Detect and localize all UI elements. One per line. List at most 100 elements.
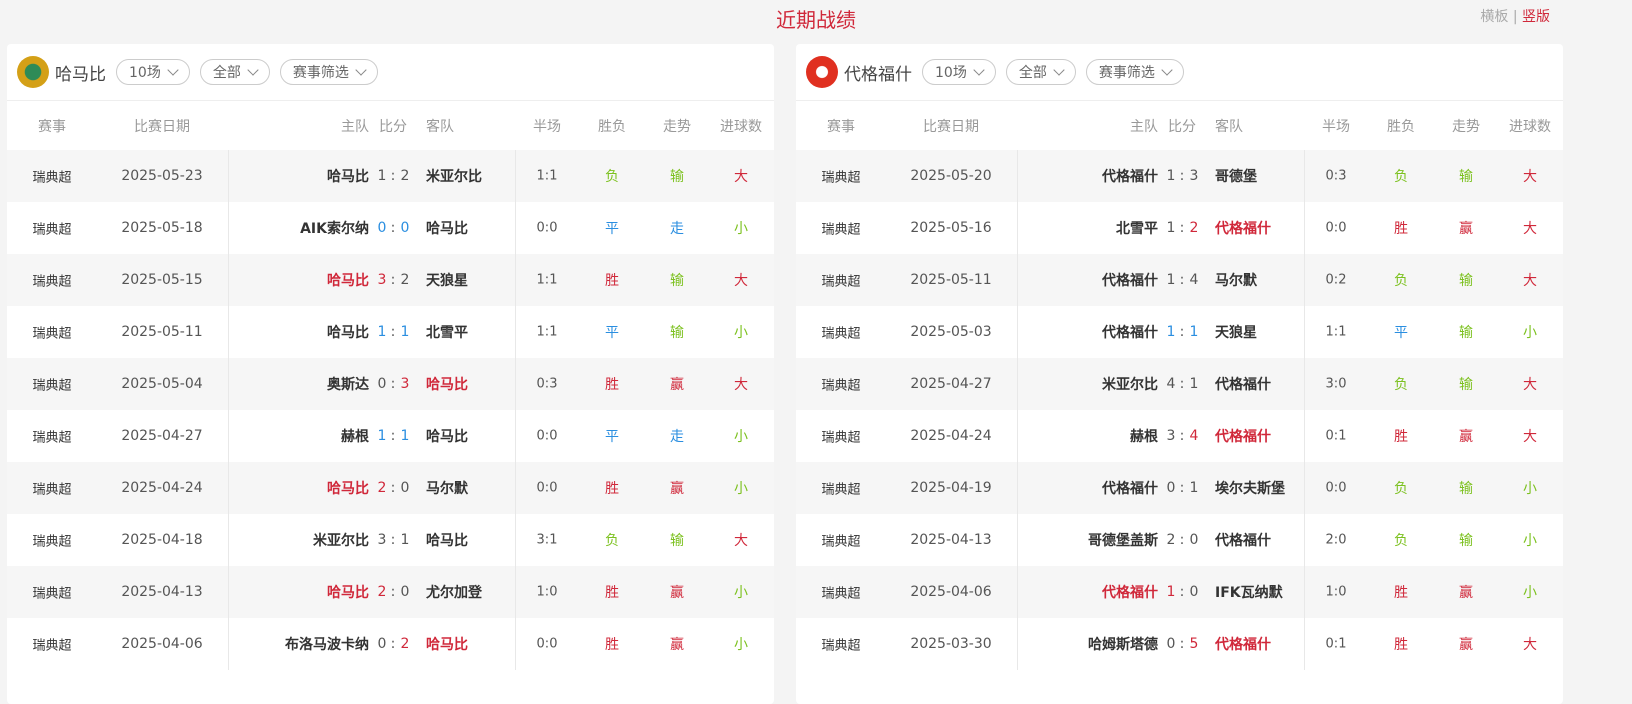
away-team[interactable]: 尤尔加登 — [426, 585, 482, 601]
match-count-dropdown[interactable]: 10场 — [922, 59, 996, 85]
score-colon: : — [390, 168, 396, 184]
match-row[interactable]: 瑞典超 2025-05-04 奥斯达 0 : 3 哈马比 0:3 胜 赢 大 — [7, 358, 774, 410]
away-team[interactable]: 天狼星 — [426, 273, 468, 289]
result-cell: 负 — [1394, 533, 1408, 549]
away-team[interactable]: 马尔默 — [426, 481, 468, 497]
away-team[interactable]: 米亚尔比 — [426, 169, 482, 185]
header-trend: 走势 — [1452, 118, 1480, 135]
match-count-dropdown[interactable]: 10场 — [116, 59, 190, 85]
date-cell: 2025-04-13 — [910, 532, 992, 548]
panel-header: 代格福什 10场 全部 赛事筛选 — [796, 44, 1563, 101]
away-team[interactable]: 哥德堡 — [1215, 169, 1257, 185]
match-row[interactable]: 瑞典超 2025-05-15 哈马比 3 : 2 天狼星 1:1 胜 输 大 — [7, 254, 774, 306]
away-team[interactable]: 天狼星 — [1215, 325, 1257, 341]
match-row[interactable]: 瑞典超 2025-04-27 米亚尔比 4 : 1 代格福什 3:0 负 输 大 — [796, 358, 1563, 410]
away-team[interactable]: 哈马比 — [426, 533, 468, 549]
home-team[interactable]: 代格福什 — [1102, 585, 1158, 601]
away-team[interactable]: 埃尔夫斯堡 — [1215, 481, 1285, 497]
match-row[interactable]: 瑞典超 2025-04-13 哈马比 2 : 0 尤尔加登 1:0 胜 赢 小 — [7, 566, 774, 618]
home-team[interactable]: 哈马比 — [327, 325, 369, 341]
match-row[interactable]: 瑞典超 2025-04-06 布洛马波卡纳 0 : 2 哈马比 0:0 胜 赢 … — [7, 618, 774, 670]
date-cell: 2025-05-18 — [121, 220, 203, 236]
away-team[interactable]: 哈马比 — [426, 429, 468, 445]
league-cell: 瑞典超 — [821, 170, 861, 186]
home-team[interactable]: 布洛马波卡纳 — [285, 637, 369, 653]
match-row[interactable]: 瑞典超 2025-04-27 赫根 1 : 1 哈马比 0:0 平 走 小 — [7, 410, 774, 462]
home-team[interactable]: AIK索尔纳 — [300, 221, 369, 237]
away-team[interactable]: 代格福什 — [1215, 533, 1271, 549]
date-cell: 2025-05-15 — [121, 272, 203, 288]
home-team[interactable]: 米亚尔比 — [1102, 377, 1158, 393]
header-goals: 进球数 — [1509, 118, 1551, 135]
match-row[interactable]: 瑞典超 2025-04-19 代格福什 0 : 1 埃尔夫斯堡 0:0 负 输 … — [796, 462, 1563, 514]
match-row[interactable]: 瑞典超 2025-05-16 北雪平 1 : 2 代格福什 0:0 胜 赢 大 — [796, 202, 1563, 254]
league-filter-dropdown[interactable]: 赛事筛选 — [279, 59, 378, 85]
match-row[interactable]: 瑞典超 2025-05-11 代格福什 1 : 4 马尔默 0:2 负 输 大 — [796, 254, 1563, 306]
scope-label: 全部 — [212, 65, 241, 81]
home-team[interactable]: 奥斯达 — [327, 377, 369, 393]
home-team[interactable]: 哥德堡盖斯 — [1088, 533, 1158, 549]
match-row[interactable]: 瑞典超 2025-04-24 赫根 3 : 4 代格福什 0:1 胜 赢 大 — [796, 410, 1563, 462]
home-score: 3 — [377, 532, 387, 548]
goals-cell: 小 — [1523, 481, 1537, 497]
home-team[interactable]: 代格福什 — [1102, 481, 1158, 497]
match-row[interactable]: 瑞典超 2025-04-18 米亚尔比 3 : 1 哈马比 3:1 负 输 大 — [7, 514, 774, 566]
home-team[interactable]: 代格福什 — [1102, 273, 1158, 289]
league-cell: 瑞典超 — [32, 170, 72, 186]
home-team[interactable]: 哈姆斯塔德 — [1088, 637, 1158, 653]
score-colon: : — [1179, 428, 1185, 444]
home-team[interactable]: 哈马比 — [327, 481, 369, 497]
half-score: 0:0 — [536, 428, 558, 444]
home-team[interactable]: 哈马比 — [327, 169, 369, 185]
match-row[interactable]: 瑞典超 2025-04-06 代格福什 1 : 0 IFK瓦纳默 1:0 胜 赢… — [796, 566, 1563, 618]
match-row[interactable]: 瑞典超 2025-05-23 哈马比 1 : 2 米亚尔比 1:1 负 输 大 — [7, 150, 774, 202]
date-cell: 2025-05-20 — [910, 168, 992, 184]
result-cell: 胜 — [1394, 429, 1408, 445]
header-date: 比赛日期 — [134, 118, 190, 135]
away-team[interactable]: 代格福什 — [1215, 637, 1271, 653]
horizontal-view-link[interactable]: 横板 — [1480, 9, 1509, 25]
vertical-view-link[interactable]: 竖版 — [1522, 9, 1550, 25]
away-team[interactable]: 代格福什 — [1215, 429, 1271, 445]
home-team[interactable]: 米亚尔比 — [313, 533, 369, 549]
scope-dropdown[interactable]: 全部 — [1005, 59, 1076, 85]
home-team[interactable]: 代格福什 — [1102, 169, 1158, 185]
home-score: 1 — [1166, 324, 1176, 340]
home-team[interactable]: 代格福什 — [1102, 325, 1158, 341]
match-row[interactable]: 瑞典超 2025-05-18 AIK索尔纳 0 : 0 哈马比 0:0 平 走 … — [7, 202, 774, 254]
home-team[interactable]: 赫根 — [341, 429, 369, 445]
away-score: 4 — [1189, 428, 1199, 444]
match-row[interactable]: 瑞典超 2025-03-30 哈姆斯塔德 0 : 5 代格福什 0:1 胜 赢 … — [796, 618, 1563, 670]
score-colon: : — [1179, 168, 1185, 184]
match-row[interactable]: 瑞典超 2025-04-13 哥德堡盖斯 2 : 0 代格福什 2:0 负 输 … — [796, 514, 1563, 566]
home-team[interactable]: 哈马比 — [327, 273, 369, 289]
match-row[interactable]: 瑞典超 2025-04-24 哈马比 2 : 0 马尔默 0:0 胜 赢 小 — [7, 462, 774, 514]
away-team[interactable]: 北雪平 — [426, 325, 468, 341]
result-cell: 胜 — [605, 377, 619, 393]
trend-cell: 输 — [670, 325, 684, 341]
away-team[interactable]: IFK瓦纳默 — [1215, 585, 1283, 601]
away-team[interactable]: 代格福什 — [1215, 377, 1271, 393]
home-score: 1 — [377, 428, 387, 444]
half-score: 2:0 — [1325, 532, 1347, 548]
away-team[interactable]: 哈马比 — [426, 377, 468, 393]
away-team[interactable]: 哈马比 — [426, 637, 468, 653]
match-row[interactable]: 瑞典超 2025-05-20 代格福什 1 : 3 哥德堡 0:3 负 输 大 — [796, 150, 1563, 202]
match-row[interactable]: 瑞典超 2025-05-03 代格福什 1 : 1 天狼星 1:1 平 输 小 — [796, 306, 1563, 358]
league-filter-dropdown[interactable]: 赛事筛选 — [1085, 59, 1184, 85]
trend-cell: 输 — [670, 169, 684, 185]
page-title: 近期战绩 — [776, 8, 856, 32]
half-score: 1:1 — [1325, 324, 1347, 340]
goals-cell: 小 — [734, 585, 748, 601]
match-row[interactable]: 瑞典超 2025-05-11 哈马比 1 : 1 北雪平 1:1 平 输 小 — [7, 306, 774, 358]
league-cell: 瑞典超 — [32, 430, 72, 446]
scope-dropdown[interactable]: 全部 — [199, 59, 270, 85]
home-team[interactable]: 赫根 — [1130, 429, 1158, 445]
away-team[interactable]: 代格福什 — [1215, 221, 1271, 237]
away-team[interactable]: 哈马比 — [426, 221, 468, 237]
home-team[interactable]: 哈马比 — [327, 585, 369, 601]
away-team[interactable]: 马尔默 — [1215, 273, 1257, 289]
date-cell: 2025-05-11 — [121, 324, 203, 340]
home-team[interactable]: 北雪平 — [1116, 221, 1158, 237]
away-score: 2 — [400, 636, 410, 652]
